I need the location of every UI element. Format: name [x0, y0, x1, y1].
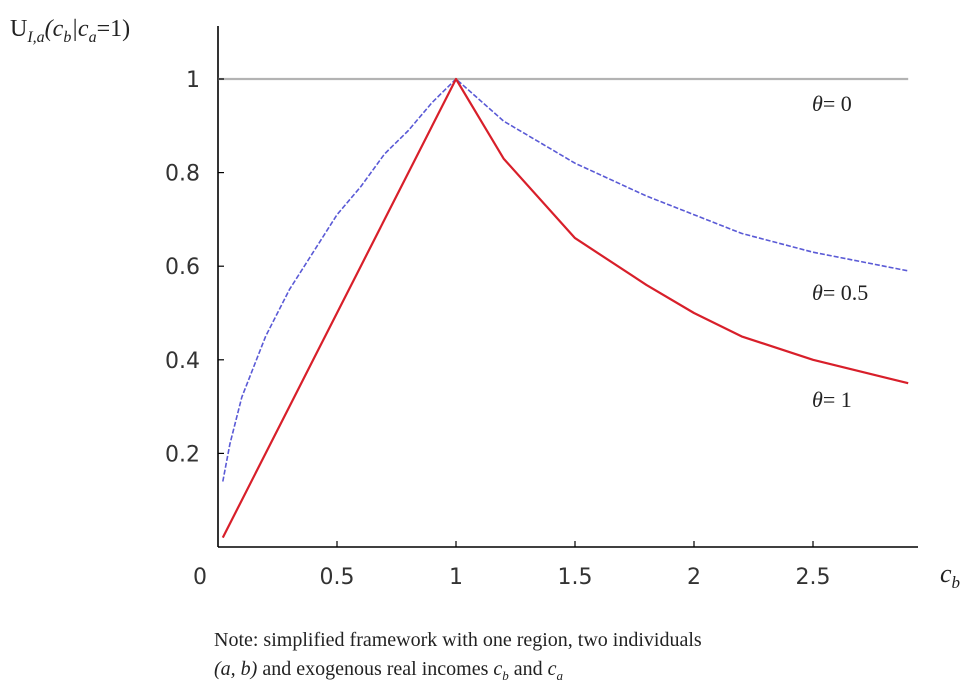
ylabel-sub: I,a	[26, 29, 44, 46]
annotation-theta-1-value: = 1	[823, 387, 852, 412]
note-line-2: (a, b) and exogenous real incomes cb and…	[214, 655, 954, 690]
note-ca-sub: a	[556, 668, 564, 683]
axes	[217, 26, 918, 548]
annotation-theta-0-symbol: θ	[812, 91, 823, 116]
note-individuals: (a, b)	[214, 658, 258, 680]
note-ca: c	[547, 658, 557, 680]
annotation-theta-0: θ= 0	[812, 91, 852, 116]
ylabel-main: U	[10, 16, 27, 42]
ylabel-sub-b: b	[63, 29, 71, 46]
x-axis-label: cb	[940, 559, 960, 592]
annotation-theta-0-5-symbol: θ	[812, 280, 823, 305]
series-line-theta-0-5	[222, 78, 909, 482]
y-tick-label: 0.8	[165, 162, 200, 187]
note-line-1: Note: simplified framework with one regi…	[214, 629, 702, 651]
annotation-theta-0-5-value: = 0.5	[823, 280, 868, 305]
series-layer	[218, 77, 909, 539]
tick-labels: 0 0.5 1 1.5 2 2.5 0.2 0.4 0.6 0.8 1	[165, 68, 831, 590]
annotation-theta-1: θ= 1	[812, 387, 852, 412]
y-tick-label: 0.2	[165, 442, 200, 467]
note-cb-sub: b	[502, 668, 509, 683]
x-tick-label: 0	[193, 565, 207, 590]
x-tick-label: 2.5	[796, 565, 831, 590]
figure-note: Note: simplified framework with one regi…	[214, 626, 954, 690]
y-tick-label: 1	[186, 68, 200, 93]
series-line-theta-1	[221, 77, 909, 539]
x-tick-label: 0.5	[320, 565, 355, 590]
annotation-theta-0-5: θ= 0.5	[812, 280, 868, 305]
chart: 0 0.5 1 1.5 2 2.50.20.40.60.81 UI,a(cb|ca=1) …	[10, 16, 960, 592]
x-tick-label: 1.5	[558, 565, 593, 590]
y-tick-label: 0.6	[165, 255, 200, 280]
note-cb: c	[493, 658, 503, 680]
x-tick-label: 2	[687, 565, 701, 590]
annotation-theta-0-value: = 0	[823, 91, 852, 116]
ylabel-open: (c	[45, 16, 64, 42]
note-and: and	[508, 658, 548, 680]
ylabel-bar: |c	[71, 16, 89, 42]
x-tick-label: 1	[449, 565, 463, 590]
y-tick-label: 0.4	[165, 349, 200, 374]
note-text-incomes: and exogenous real incomes	[257, 658, 494, 680]
y-axis-label: UI,a(cb|ca=1)	[10, 16, 130, 46]
xlabel-sub: b	[952, 573, 961, 592]
annotation-theta-1-symbol: θ	[812, 387, 823, 412]
xlabel-main: c	[940, 559, 952, 588]
ylabel-sub-a: a	[89, 29, 97, 46]
ylabel-close: =1)	[97, 16, 131, 42]
